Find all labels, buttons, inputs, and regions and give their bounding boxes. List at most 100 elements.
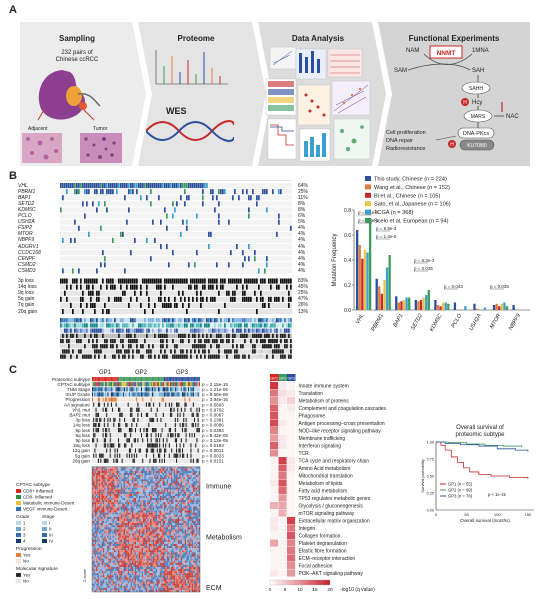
track-cell <box>139 417 141 423</box>
heatmap-cell <box>126 466 128 469</box>
clinical-cell <box>78 338 80 344</box>
mutation-cell <box>70 183 72 189</box>
clinical-cell <box>86 354 88 359</box>
clinical-cell <box>104 323 106 328</box>
heatmap-cell <box>186 495 188 499</box>
clinical-cell <box>190 323 192 328</box>
heatmap-cell <box>155 502 158 505</box>
heatmap-cell <box>133 508 135 511</box>
track-cell <box>141 392 143 397</box>
track-cell <box>170 428 172 433</box>
heatmap-cell <box>191 470 194 474</box>
track-cell <box>139 387 141 392</box>
heatmap-cell <box>175 504 177 507</box>
heatmap-cell <box>198 508 201 511</box>
heatmap-cell <box>194 504 196 507</box>
track-cell <box>93 443 95 448</box>
track-cell <box>95 428 97 433</box>
heatmap-cell <box>183 466 185 469</box>
heatmap-cell <box>193 472 195 476</box>
clinical-cell <box>244 328 246 333</box>
clinical-cell <box>128 333 130 338</box>
clinical-cell <box>68 344 70 349</box>
category-label: MTOR <box>489 313 502 330</box>
heatmap-cell <box>170 500 173 503</box>
heatmap-cell <box>119 514 121 517</box>
clinical-cell <box>276 338 278 344</box>
track-cell <box>165 448 167 453</box>
track-cell <box>173 407 175 412</box>
heatmap-cell <box>119 504 121 507</box>
track-cell <box>178 397 180 402</box>
gene-percent: 25% <box>298 188 309 195</box>
p-value-annotation: p = 0.035 <box>414 266 433 271</box>
bar <box>500 303 503 310</box>
heatmap-cell <box>173 495 176 499</box>
heatmap-cell <box>96 502 98 505</box>
heatmap-cell <box>151 502 153 505</box>
track-cell <box>138 448 140 453</box>
cnv-cell <box>76 278 78 284</box>
heatmap-cell <box>191 508 194 511</box>
heatmap-cell <box>182 468 184 471</box>
heatmap-cell <box>194 466 196 469</box>
heatmap-cell <box>119 481 121 484</box>
clinical-cell <box>130 338 132 344</box>
track-cell <box>130 417 132 423</box>
heatmap-cell <box>107 468 109 471</box>
clinical-cell <box>90 354 92 359</box>
p-value-annotation: p = 0.035 <box>490 284 509 289</box>
heatmap-cell <box>197 512 199 515</box>
clinical-cell <box>280 323 282 328</box>
track-cell <box>132 448 134 453</box>
clinical-cell <box>148 338 150 344</box>
heatmap-cell <box>179 495 181 499</box>
heatmap-cell <box>136 470 138 474</box>
sampling-line2: Chinese ccRCC <box>55 57 99 63</box>
mutation-cell <box>106 207 108 213</box>
clinical-cell <box>102 318 104 323</box>
clinical-cell <box>248 344 250 349</box>
track-cell <box>185 438 187 443</box>
track-cell <box>141 422 143 428</box>
heatmap-cell <box>151 498 153 501</box>
cnv-cell <box>254 278 256 284</box>
heatmap-cell <box>116 502 119 505</box>
group-label: GP2 <box>135 370 148 376</box>
clinical-cell <box>256 323 258 328</box>
track-cell <box>115 387 117 392</box>
cnv-cell <box>182 302 184 308</box>
mutation-cell <box>208 231 210 237</box>
track-cell <box>156 433 158 438</box>
track-cell <box>192 422 194 428</box>
clinical-cell <box>118 328 120 333</box>
mutation-cell <box>116 183 118 189</box>
track-cell <box>185 422 187 428</box>
track-cell <box>195 443 197 448</box>
track-cell <box>95 443 97 448</box>
heatmap-cell <box>162 483 165 486</box>
track-cell <box>134 417 137 423</box>
track-cell <box>194 407 196 412</box>
clinical-cell <box>224 318 226 323</box>
clinical-cell <box>276 323 278 328</box>
heatmap-cell <box>197 489 199 492</box>
track-cell <box>97 428 99 433</box>
cnv-cell <box>158 278 160 284</box>
clinical-cell <box>142 338 144 344</box>
heatmap-cell <box>148 475 151 478</box>
track-cell <box>197 397 199 402</box>
heatmap-cell <box>198 500 201 503</box>
clinical-cell <box>72 338 74 344</box>
track-cell <box>185 402 187 407</box>
track-cell <box>182 377 184 382</box>
heatmap-cell <box>115 470 117 474</box>
track-cell <box>112 417 114 423</box>
track-cell <box>138 417 140 423</box>
heatmap-cell <box>198 493 201 496</box>
track-cell <box>101 392 103 397</box>
heatmap-cell <box>123 483 126 486</box>
track-cell <box>128 448 131 453</box>
track-cell <box>103 458 105 463</box>
clinical-cell <box>156 333 158 338</box>
